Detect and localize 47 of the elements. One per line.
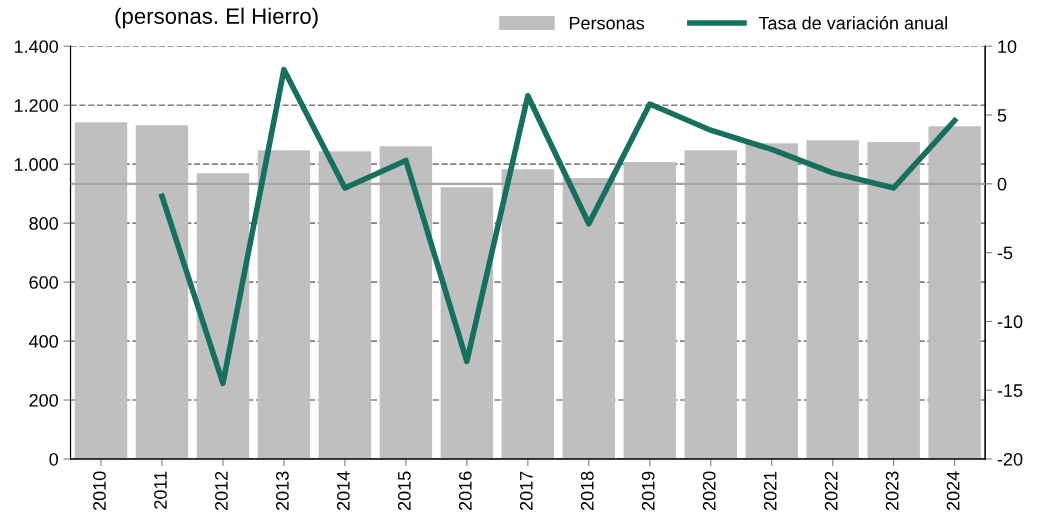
x-tick-label: 2024	[946, 471, 960, 511]
y2-tick-label: -5	[997, 246, 1013, 260]
bar	[623, 162, 676, 459]
bar	[745, 143, 798, 459]
x-tick-label: 2022	[824, 471, 838, 511]
x-tick-label: 2011	[154, 471, 167, 509]
x-tick-label: 2014	[336, 471, 350, 511]
y2-tick-label: -10	[997, 315, 1023, 329]
y2-tick-label: 5	[997, 109, 1007, 122]
x-tick-label: 2010	[93, 471, 106, 511]
y-tick-label: 600	[29, 276, 59, 289]
bar	[74, 122, 128, 459]
y2-tick-label: -15	[997, 384, 1023, 397]
x-tick-label: 2023	[885, 471, 899, 511]
y-tick-label: 1.400	[14, 40, 59, 53]
y-tick-label: 1.200	[14, 99, 59, 112]
bar	[867, 142, 920, 459]
x-tick-label: 2012	[215, 471, 228, 511]
x-tick-label: 2016	[458, 471, 472, 511]
bar	[501, 169, 555, 459]
x-tick-label: 2017	[519, 471, 533, 511]
y-tick-label: 400	[29, 335, 59, 348]
bar	[562, 178, 616, 459]
bar	[135, 125, 189, 459]
bar	[318, 151, 372, 459]
bar	[440, 187, 494, 459]
y-tick-label: 200	[29, 393, 59, 407]
chart-title: (personas. El Hierro)	[115, 7, 318, 29]
x-tick-label: 2015	[397, 471, 411, 511]
y-tick-label: 1.000	[14, 158, 59, 171]
legend-label: Personas	[569, 16, 645, 30]
y-tick-label: 800	[29, 217, 59, 230]
x-tick-label: 2018	[580, 471, 594, 511]
bar	[928, 126, 981, 459]
y2-tick-label: -20	[997, 452, 1023, 466]
x-tick-label: 2020	[702, 471, 716, 511]
bar	[684, 150, 737, 459]
legend-label: Tasa de variación anual	[758, 16, 947, 30]
y-tick-label: 0	[49, 452, 59, 466]
bar	[379, 146, 433, 459]
x-tick-label: 2019	[641, 471, 655, 511]
x-tick-label: 2021	[763, 471, 777, 511]
x-tick-label: 2013	[275, 471, 289, 511]
y2-tick-label: 0	[997, 177, 1007, 191]
bar	[806, 140, 859, 459]
y2-tick-label: 10	[998, 40, 1017, 53]
bar	[257, 150, 311, 459]
